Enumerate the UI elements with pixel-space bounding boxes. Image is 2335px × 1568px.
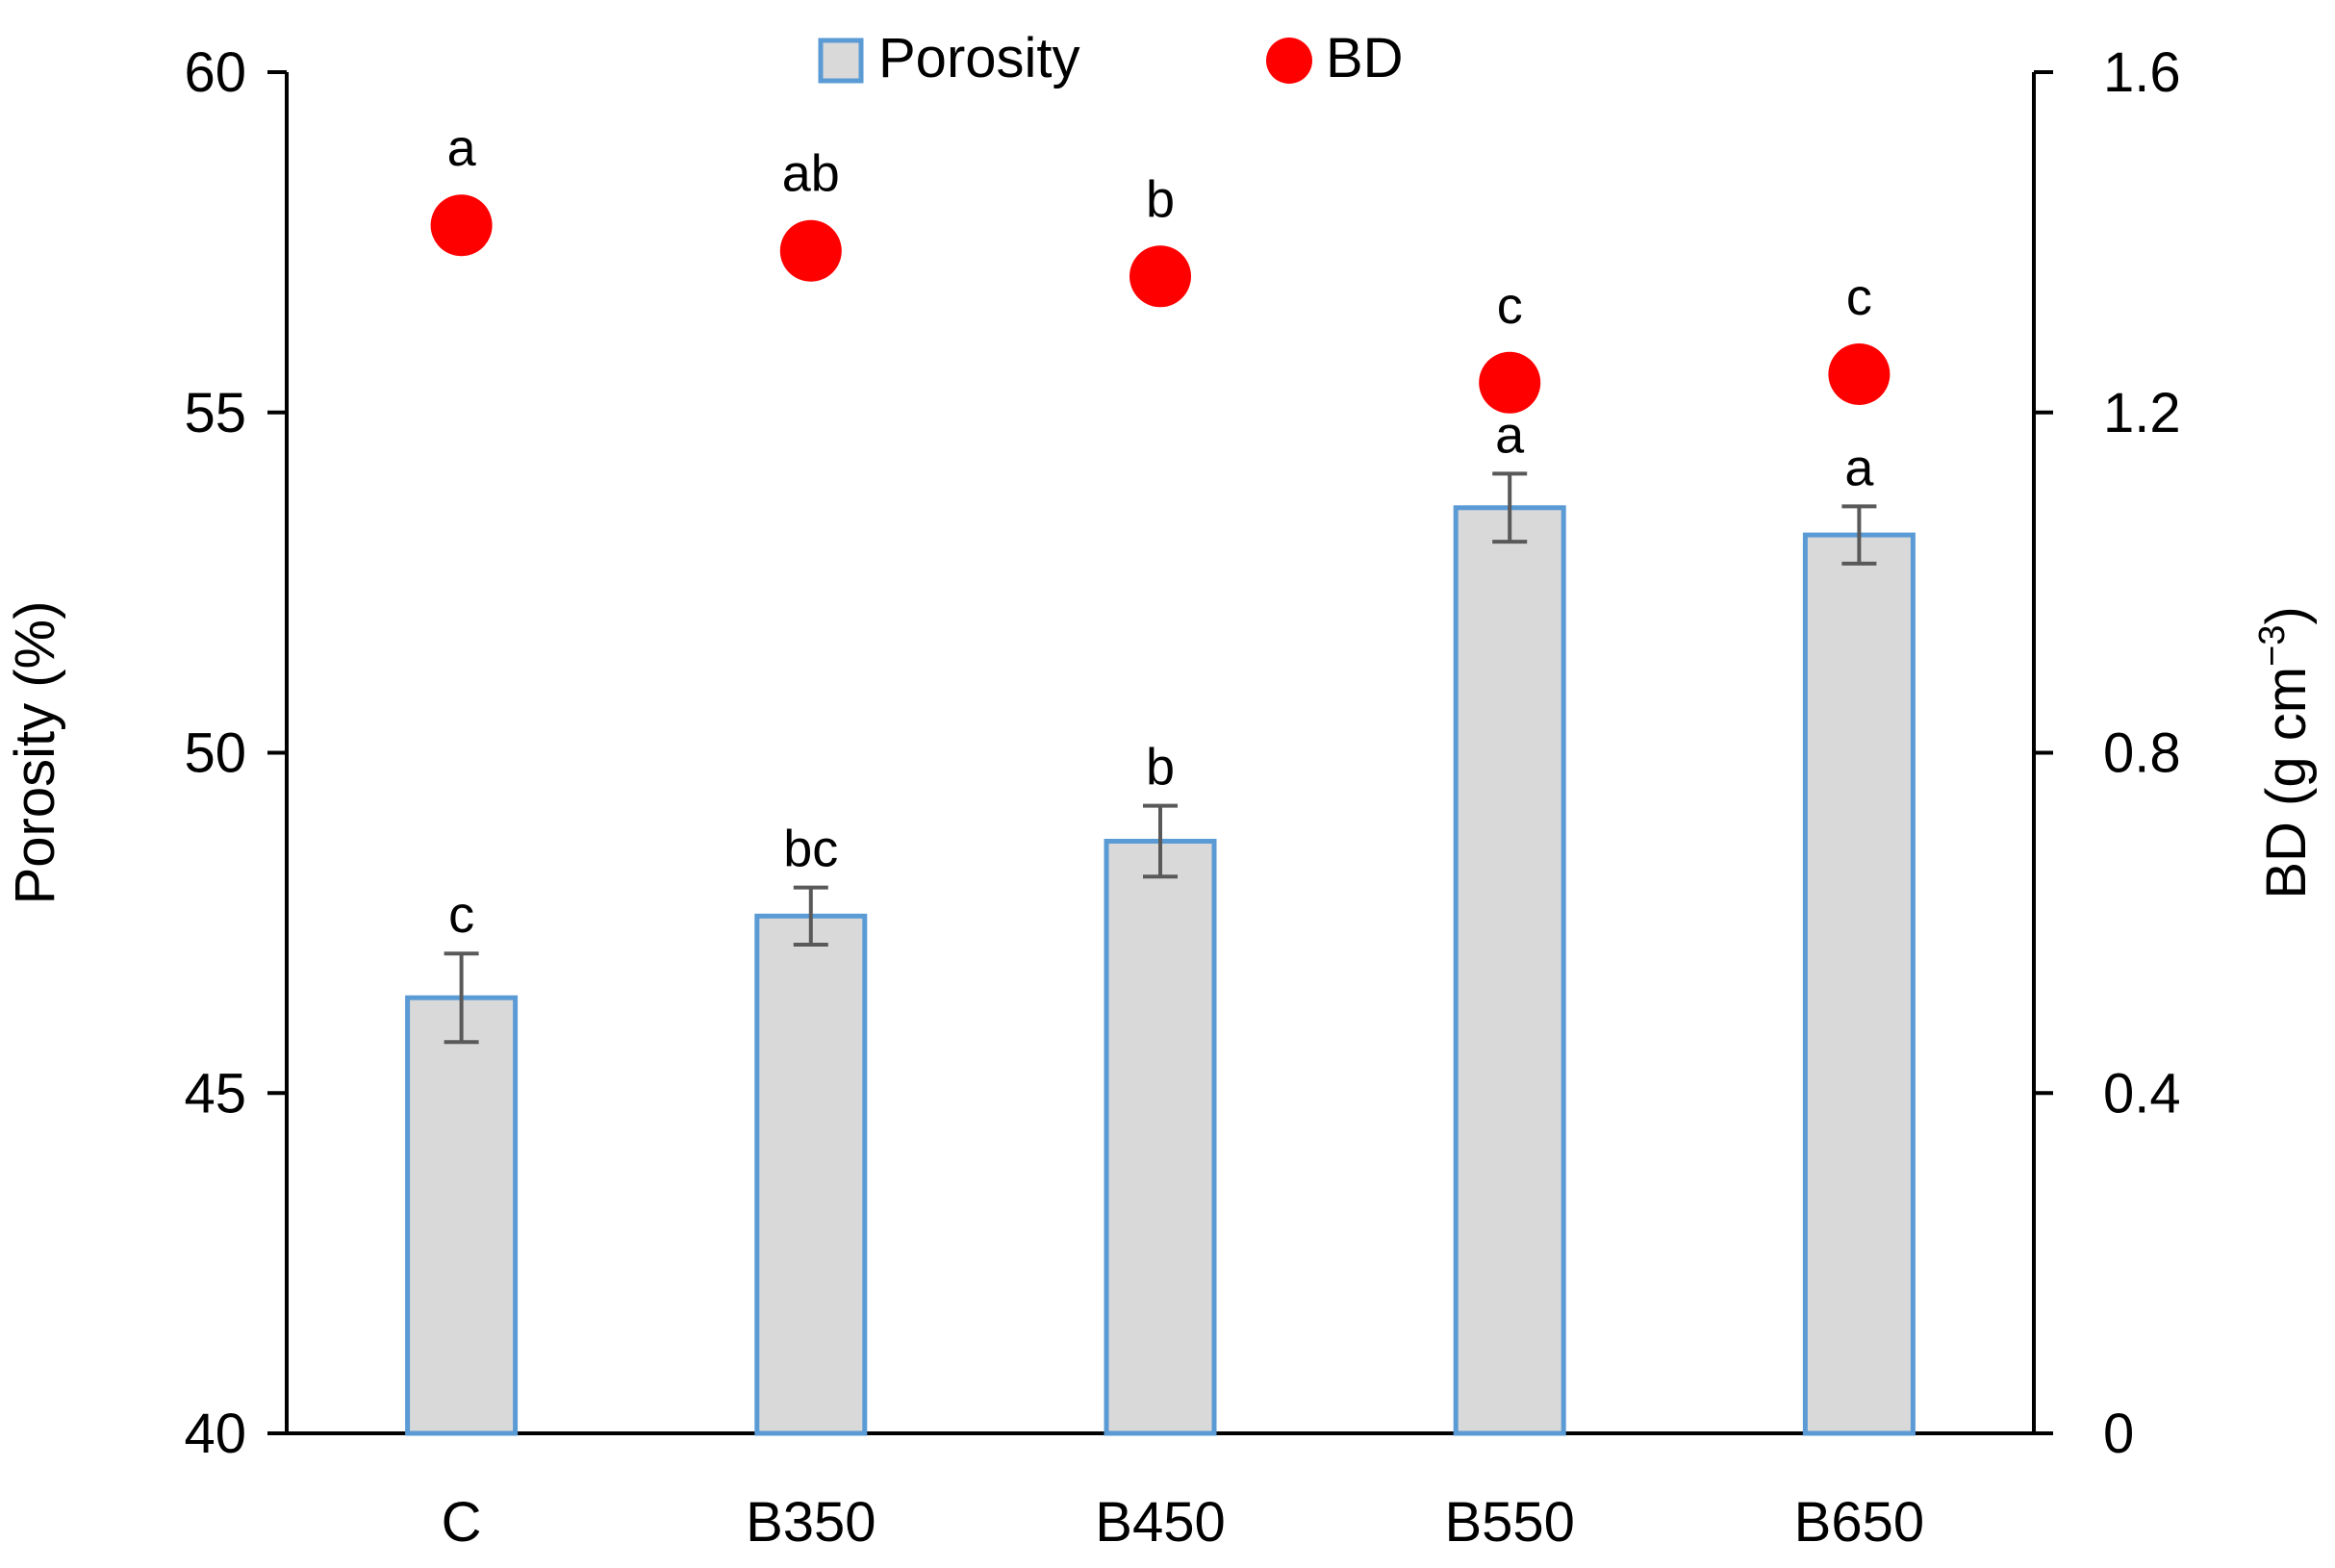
porosity-letter: a: [1844, 439, 1874, 496]
porosity-letter: b: [1146, 739, 1175, 797]
left-tick-label: 55: [184, 382, 246, 444]
right-tick-label: 0.8: [2103, 722, 2181, 785]
x-tick-label: B650: [1794, 1491, 1924, 1554]
x-tick-label: B550: [1444, 1491, 1574, 1554]
left-axis-title: Porosity (%): [4, 601, 66, 905]
bd-letter: b: [1146, 170, 1175, 228]
left-tick-label: 45: [184, 1062, 246, 1125]
x-tick-label: B350: [746, 1491, 876, 1554]
right-axis-title-main: BD (g cm: [2255, 667, 2318, 899]
porosity-bar: [1453, 505, 1566, 1436]
left-tick-label: 40: [184, 1403, 246, 1465]
bd-letter: c: [1846, 268, 1872, 326]
bd-point: [1129, 245, 1191, 308]
porosity-bar: [1802, 532, 1916, 1436]
right-axis-title: BD (g cm−3): [2252, 606, 2318, 898]
axes: 40 45 50 55 60 0 0.4 0.8 1.2 1.6 C B350 B450 B550 B650…: [4, 41, 2318, 1554]
porosity-letter: c: [448, 886, 474, 944]
legend-circle-marker: [1266, 38, 1312, 84]
bd-point: [1828, 342, 1891, 405]
bd-point: [430, 194, 493, 257]
x-tick-label: C: [442, 1491, 482, 1554]
porosity-error-bars: [444, 471, 1877, 1045]
right-axis-title-sup: −3: [2252, 625, 2293, 667]
right-tick-label: 0.4: [2103, 1062, 2181, 1125]
left-tick-label: 60: [184, 41, 246, 104]
right-tick-label: 0: [2103, 1403, 2134, 1465]
porosity-bar: [405, 995, 519, 1436]
bd-letter: c: [1497, 277, 1523, 335]
porosity-bar: [1104, 838, 1217, 1436]
bd-letter: ab: [782, 145, 840, 203]
left-tick-label: 50: [184, 722, 246, 785]
bd-letter: a: [447, 119, 477, 177]
bd-point: [779, 219, 842, 282]
bd-points: [430, 194, 1891, 414]
legend: Porosity BD: [818, 27, 1404, 89]
right-tick-label: 1.2: [2103, 382, 2181, 444]
bd-point: [1479, 351, 1541, 414]
porosity-letter: a: [1495, 406, 1525, 464]
legend-bar-marker: [818, 38, 864, 84]
porosity-bar: [754, 913, 868, 1436]
right-tick-label: 1.6: [2103, 41, 2181, 104]
legend-label-porosity: Porosity: [878, 27, 1080, 89]
porosity-letter: bc: [783, 821, 838, 878]
porosity-bars: [405, 505, 1916, 1436]
x-tick-label: B450: [1095, 1491, 1225, 1554]
right-axis-title-close: ): [2255, 606, 2318, 624]
legend-label-bd: BD: [1326, 27, 1404, 89]
